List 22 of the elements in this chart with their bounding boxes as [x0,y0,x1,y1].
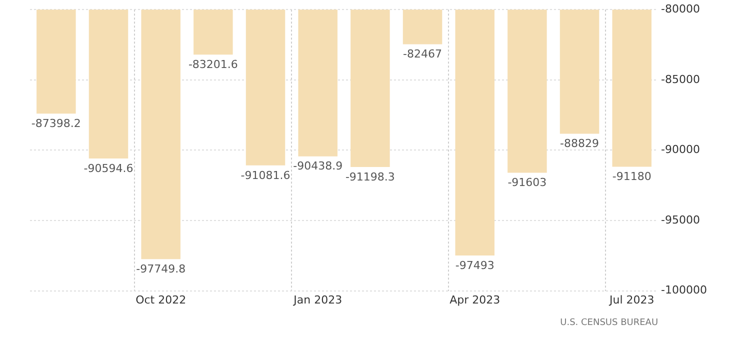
y-tick-label: -85000 [661,72,700,86]
text: U.S. CENSUS BUREAU [560,318,658,328]
y-tick-label: -90000 [661,143,700,156]
data-label: -91198.3 [345,170,395,184]
y-tick-label: -95000 [661,213,700,226]
data-label: -83201.6 [188,58,238,71]
y-tick-label: -100000 [661,284,708,297]
data-label: -97493 [455,258,494,272]
data-label: -90594.6 [84,162,134,175]
y-tick-label: -80000 [661,2,700,16]
x-tick-label: Jul 2023 [608,293,654,306]
data-label: -91081.6 [240,168,290,182]
x-tick-label: Apr 2023 [450,293,500,306]
x-tick-label: Oct 2022 [136,293,186,306]
data-label: -91180 [612,170,652,184]
data-label: -88829 [560,137,600,150]
x-tick-label: Jan 2023 [292,293,342,306]
data-label: -97749.8 [136,262,186,276]
data-label: -90438.9 [293,160,343,173]
data-label: -87398.2 [31,116,81,130]
data-label: -91603 [508,176,547,190]
data-label: -82467 [403,48,442,61]
